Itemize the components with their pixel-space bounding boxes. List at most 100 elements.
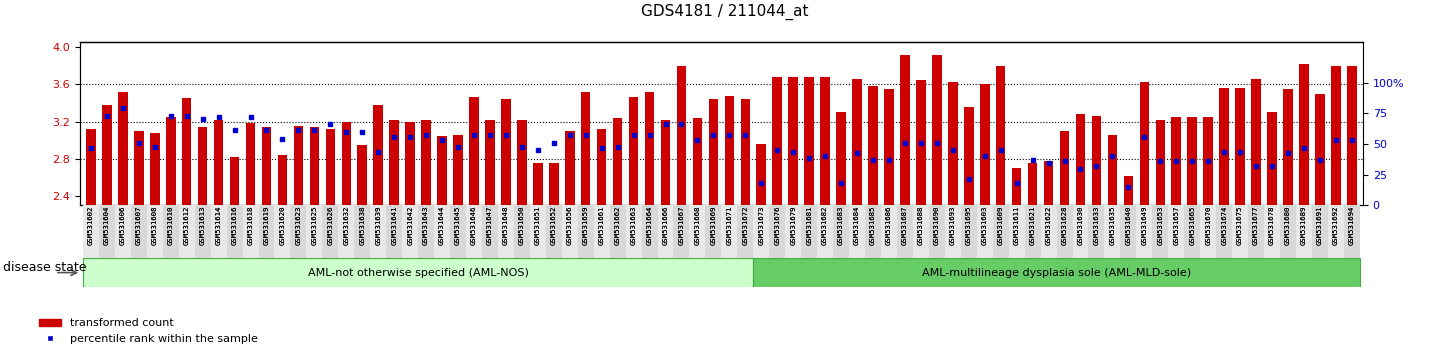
Bar (194, 205, 210, 258)
Bar (465, 205, 481, 258)
Bar (993, 205, 1009, 258)
Text: GSM531666: GSM531666 (663, 205, 668, 245)
Bar (162, 205, 178, 258)
Text: GSM531661: GSM531661 (599, 205, 605, 245)
Text: GSM531603: GSM531603 (982, 205, 987, 245)
Bar (99, 205, 115, 258)
Bar (948, 82, 957, 205)
Text: GSM531643: GSM531643 (423, 205, 429, 245)
Text: GSM531678: GSM531678 (1269, 205, 1275, 245)
Bar (629, 97, 638, 205)
Text: GSM531626: GSM531626 (328, 205, 334, 245)
Text: GSM531669: GSM531669 (710, 205, 716, 245)
Bar (181, 98, 191, 205)
Bar (1169, 205, 1185, 258)
Text: GSM531614: GSM531614 (216, 205, 222, 245)
Text: GSM531647: GSM531647 (487, 205, 493, 245)
Text: GSM531686: GSM531686 (886, 205, 892, 245)
Bar (1299, 64, 1309, 205)
Text: GSM531672: GSM531672 (742, 205, 748, 245)
Text: GSM531622: GSM531622 (1045, 205, 1051, 245)
Bar (657, 205, 673, 258)
Text: GSM531653: GSM531653 (1157, 205, 1163, 245)
Bar (834, 205, 850, 258)
Text: GSM531650: GSM531650 (519, 205, 525, 245)
Bar (693, 118, 702, 205)
Bar (545, 205, 561, 258)
Text: GSM531625: GSM531625 (312, 205, 318, 245)
Bar (1089, 205, 1105, 258)
Bar (1267, 112, 1277, 205)
Bar (277, 155, 287, 205)
Bar (593, 205, 609, 258)
Text: GSM531604: GSM531604 (104, 205, 110, 245)
Bar (1264, 205, 1280, 258)
Text: GSM531682: GSM531682 (822, 205, 828, 245)
Text: GSM531604: GSM531604 (104, 205, 110, 245)
Text: GSM531618: GSM531618 (248, 205, 254, 245)
Bar (130, 205, 146, 258)
Bar (83, 205, 99, 258)
Text: GSM531693: GSM531693 (950, 205, 956, 245)
Text: GSM531619: GSM531619 (264, 205, 270, 245)
Text: GSM531611: GSM531611 (1014, 205, 1019, 245)
Text: GSM531626: GSM531626 (328, 205, 334, 245)
Text: GSM531621: GSM531621 (1030, 205, 1035, 245)
Text: GSM531628: GSM531628 (1061, 205, 1067, 245)
Bar (338, 205, 354, 258)
Text: GSM531639: GSM531639 (376, 205, 381, 245)
Bar (741, 99, 750, 205)
Bar (1188, 117, 1198, 205)
Bar (1153, 205, 1169, 258)
Text: GSM531641: GSM531641 (392, 205, 397, 245)
Bar (898, 205, 914, 258)
Text: GSM531638: GSM531638 (360, 205, 365, 245)
Bar (1121, 205, 1137, 258)
Text: GSM531662: GSM531662 (615, 205, 621, 245)
Bar (597, 129, 606, 205)
Bar (213, 120, 223, 205)
Text: GSM531692: GSM531692 (1333, 205, 1338, 245)
Bar (1217, 205, 1232, 258)
Text: GSM531613: GSM531613 (200, 205, 206, 245)
Bar (470, 97, 478, 205)
Text: GSM531688: GSM531688 (918, 205, 924, 245)
Bar (370, 205, 386, 258)
Bar (502, 99, 510, 205)
Bar (1248, 205, 1264, 258)
Text: GSM531652: GSM531652 (551, 205, 557, 245)
Bar (1235, 88, 1246, 205)
Text: GSM531642: GSM531642 (407, 205, 413, 245)
Bar (1172, 117, 1182, 205)
Text: GSM531645: GSM531645 (455, 205, 461, 245)
Bar (165, 117, 175, 205)
Text: GSM531678: GSM531678 (1269, 205, 1275, 245)
Bar (518, 120, 526, 205)
Text: GSM531673: GSM531673 (758, 205, 764, 245)
Bar (805, 77, 813, 205)
Text: GSM531603: GSM531603 (982, 205, 987, 245)
Bar (1251, 79, 1262, 205)
Text: GSM531612: GSM531612 (184, 205, 190, 245)
Bar (821, 77, 829, 205)
Bar (310, 127, 319, 205)
Text: GSM531670: GSM531670 (1205, 205, 1211, 245)
Text: GSM531640: GSM531640 (1125, 205, 1131, 245)
Text: GSM531659: GSM531659 (583, 205, 589, 245)
Text: GDS4181 / 211044_at: GDS4181 / 211044_at (641, 4, 809, 20)
Text: GSM531619: GSM531619 (264, 205, 270, 245)
Text: GSM531694: GSM531694 (1348, 205, 1354, 245)
Bar (229, 157, 239, 205)
Text: GSM531659: GSM531659 (583, 205, 589, 245)
Text: GSM531665: GSM531665 (1189, 205, 1195, 245)
Bar (773, 77, 782, 205)
Text: GSM531623: GSM531623 (296, 205, 302, 245)
Text: GSM531646: GSM531646 (471, 205, 477, 245)
Text: GSM531620: GSM531620 (280, 205, 286, 245)
Bar (245, 122, 255, 205)
Text: GSM531662: GSM531662 (615, 205, 621, 245)
Text: GSM531657: GSM531657 (1173, 205, 1179, 245)
Text: GSM531651: GSM531651 (535, 205, 541, 245)
Bar (1156, 120, 1166, 205)
Bar (1044, 161, 1053, 205)
